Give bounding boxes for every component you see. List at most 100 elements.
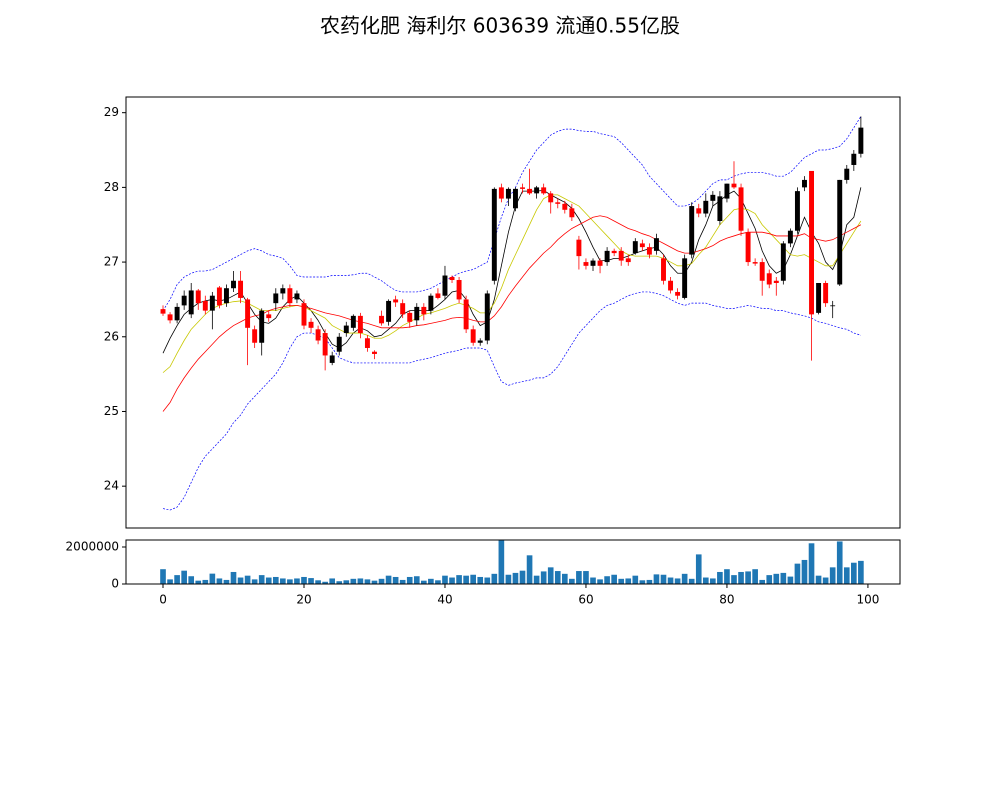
volume-bar <box>421 580 427 584</box>
candle-body <box>357 315 363 334</box>
candle-body <box>364 338 370 348</box>
volume-bar <box>724 569 730 584</box>
candle-body <box>498 187 504 199</box>
candle-body <box>752 262 758 264</box>
x-tick-label: 20 <box>296 593 311 607</box>
volume-bar <box>287 579 293 584</box>
volume-bar <box>561 573 568 584</box>
volume-bar <box>160 569 166 584</box>
candle-body <box>802 179 807 188</box>
volume-bar <box>710 578 716 584</box>
candle-body <box>513 188 518 209</box>
candle-body <box>668 280 674 291</box>
candle-body <box>724 183 730 199</box>
volume-bar <box>237 577 244 584</box>
candle-body <box>174 306 180 321</box>
candle-body <box>280 288 286 294</box>
candle-body <box>604 250 610 263</box>
volume-bar <box>801 559 808 584</box>
volume-bar <box>759 579 766 584</box>
candle-body <box>329 355 335 363</box>
candle-body <box>407 312 413 322</box>
candle-body <box>216 287 222 306</box>
volume-bar <box>322 581 328 584</box>
candle-body <box>294 293 300 300</box>
volume-bar <box>343 580 350 584</box>
volume-bar <box>392 576 399 584</box>
candle-body <box>379 315 384 324</box>
y-tick-label: 28 <box>104 180 119 194</box>
chart-title: 农药化肥 海利尔 603639 流通0.55亿股 <box>320 14 680 38</box>
candle-body <box>816 282 822 313</box>
candle-body <box>632 241 638 254</box>
candle-body <box>858 127 864 154</box>
x-tick-label: 60 <box>578 593 593 607</box>
candle-body <box>569 208 575 218</box>
volume-bar <box>442 575 448 584</box>
candle-body <box>597 260 603 266</box>
volume-bar <box>590 577 596 584</box>
x-tick-label: 0 <box>159 593 167 607</box>
candle-body <box>343 325 349 334</box>
candle-body <box>625 258 631 263</box>
volume-bar <box>456 575 462 584</box>
candle-body <box>223 288 229 304</box>
x-tick-label: 100 <box>856 593 879 607</box>
volume-bar <box>385 575 392 584</box>
volume-bar <box>329 578 336 584</box>
volume-bar <box>195 580 202 584</box>
candle-body <box>583 262 589 266</box>
volume-bar <box>597 579 603 584</box>
volume-bar <box>399 579 406 584</box>
moving-average-line <box>162 187 862 354</box>
volume-bar <box>836 541 843 584</box>
candle-body <box>386 300 392 322</box>
volume-bar <box>371 580 378 584</box>
volume-bar <box>308 578 314 584</box>
volume-bar <box>244 575 251 584</box>
candle-body <box>541 187 547 194</box>
volume-bar <box>413 576 420 584</box>
volume-bar <box>752 569 758 584</box>
plot-frame <box>125 96 901 529</box>
plot-area <box>126 97 900 528</box>
volume-bar <box>350 578 357 584</box>
volume-bar <box>731 575 737 584</box>
volume-bar <box>660 574 667 584</box>
candle-body <box>773 280 779 283</box>
candle-body <box>160 309 166 314</box>
volume-bar <box>653 574 660 584</box>
candle-body <box>393 299 399 303</box>
y-tick-label: 26 <box>104 329 119 343</box>
volume-bar <box>667 577 674 584</box>
candle-body <box>266 314 272 319</box>
volume-bar <box>272 576 279 584</box>
volume-bar <box>688 578 695 584</box>
candle-body <box>590 260 596 266</box>
candle-body <box>301 303 307 326</box>
volume-bar <box>766 575 773 584</box>
volume-bar <box>618 578 625 584</box>
volume-bar <box>702 577 709 584</box>
volume-bar <box>632 575 639 584</box>
volume-bar <box>280 578 286 584</box>
candle-body <box>548 193 554 203</box>
y-tick-label: 0 <box>111 577 119 591</box>
candle-body <box>794 191 800 231</box>
candle-body <box>414 306 420 321</box>
volume-bar <box>822 577 829 584</box>
candle-body <box>449 277 455 281</box>
candle-body <box>322 333 328 356</box>
volume-bar <box>851 562 857 584</box>
volume-bar <box>498 540 505 584</box>
candle-body <box>238 280 244 298</box>
volume-bar <box>209 573 216 584</box>
candle-body <box>477 340 483 343</box>
candle-body <box>830 305 836 307</box>
volume-bar <box>604 576 610 584</box>
plot-frame <box>125 539 901 585</box>
candle-body <box>696 208 702 214</box>
y-tick-label: 29 <box>104 105 119 119</box>
volume-bar <box>829 567 836 584</box>
